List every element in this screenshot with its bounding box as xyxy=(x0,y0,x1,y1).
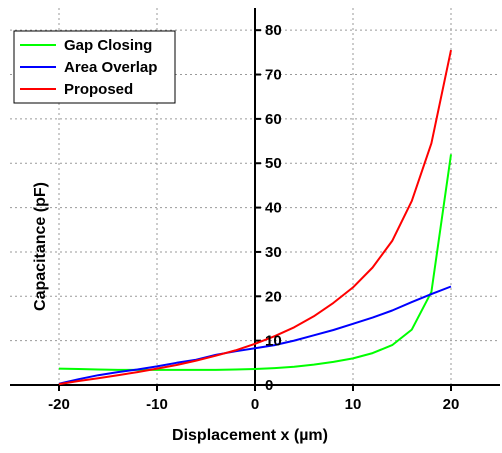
y-tick-label: 10 xyxy=(265,333,282,350)
series-line-gap-closing xyxy=(58,154,452,371)
y-axis-title: Capacitance (pF) xyxy=(32,182,49,311)
x-tick-label: -20 xyxy=(48,396,70,413)
y-tick-label: 70 xyxy=(265,67,282,84)
legend-label-area-overlap: Area Overlap xyxy=(64,59,157,76)
x-tick-label: 10 xyxy=(345,396,362,413)
axes xyxy=(10,8,500,391)
y-tick-label: 50 xyxy=(265,155,282,172)
y-tick-label: 40 xyxy=(265,200,282,217)
tick-labels: -20 -10 0 10 20 0 10 20 30 40 50 60 70 80 xyxy=(48,22,459,413)
legend: Gap Closing Area Overlap Proposed xyxy=(13,30,176,104)
series-line-area-overlap xyxy=(58,285,452,385)
series-lines xyxy=(58,49,452,386)
y-tick-label: 0 xyxy=(265,377,273,394)
x-tick-label: 20 xyxy=(443,396,460,413)
x-tick-label: -10 xyxy=(146,396,168,413)
x-tick-label: 0 xyxy=(251,396,259,413)
x-axis-title: Displacement x (µm) xyxy=(172,427,328,444)
y-tick-label: 30 xyxy=(265,244,282,261)
legend-label-proposed: Proposed xyxy=(64,81,133,98)
y-tick-label: 80 xyxy=(265,22,282,39)
y-tick-label: 60 xyxy=(265,111,282,128)
y-tick-label: 20 xyxy=(265,288,282,305)
legend-label-gap-closing: Gap Closing xyxy=(64,37,152,54)
series-line-proposed xyxy=(58,49,452,386)
